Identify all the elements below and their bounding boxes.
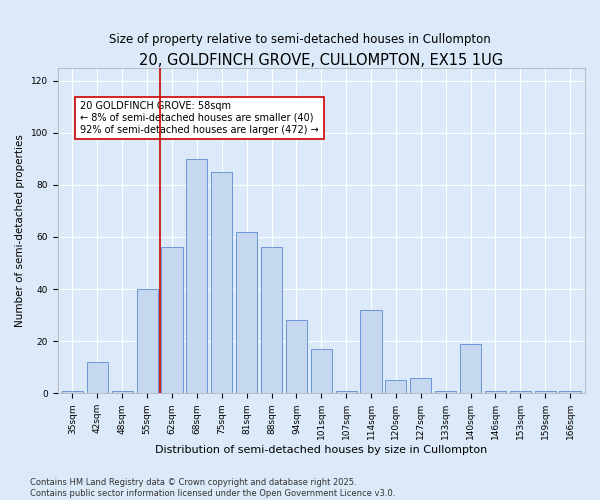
- Bar: [236, 232, 257, 394]
- Bar: [261, 248, 282, 394]
- Bar: [559, 390, 581, 394]
- Title: 20, GOLDFINCH GROVE, CULLOMPTON, EX15 1UG: 20, GOLDFINCH GROVE, CULLOMPTON, EX15 1U…: [139, 52, 503, 68]
- Bar: [161, 248, 182, 394]
- Y-axis label: Number of semi-detached properties: Number of semi-detached properties: [15, 134, 25, 327]
- Bar: [435, 390, 456, 394]
- Bar: [485, 390, 506, 394]
- Bar: [335, 390, 357, 394]
- Bar: [535, 390, 556, 394]
- Bar: [137, 289, 158, 394]
- Bar: [361, 310, 382, 394]
- Bar: [112, 390, 133, 394]
- Bar: [211, 172, 232, 394]
- Bar: [87, 362, 108, 394]
- X-axis label: Distribution of semi-detached houses by size in Cullompton: Distribution of semi-detached houses by …: [155, 445, 487, 455]
- Text: Contains HM Land Registry data © Crown copyright and database right 2025.
Contai: Contains HM Land Registry data © Crown c…: [30, 478, 395, 498]
- Bar: [62, 390, 83, 394]
- Bar: [410, 378, 431, 394]
- Bar: [385, 380, 406, 394]
- Bar: [311, 349, 332, 394]
- Text: 20 GOLDFINCH GROVE: 58sqm
← 8% of semi-detached houses are smaller (40)
92% of s: 20 GOLDFINCH GROVE: 58sqm ← 8% of semi-d…: [80, 102, 319, 134]
- Bar: [510, 390, 531, 394]
- Text: Size of property relative to semi-detached houses in Cullompton: Size of property relative to semi-detach…: [109, 32, 491, 46]
- Bar: [460, 344, 481, 394]
- Bar: [286, 320, 307, 394]
- Bar: [186, 158, 208, 394]
